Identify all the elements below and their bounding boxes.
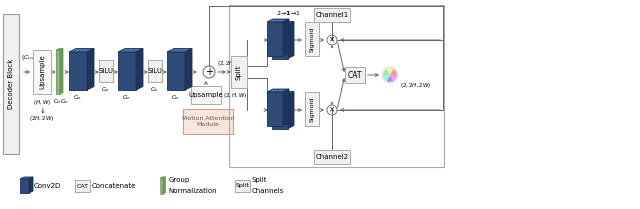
Text: $C_{in}$: $C_{in}$ (122, 93, 132, 102)
Polygon shape (118, 48, 143, 52)
Text: Motion Attention
Module: Motion Attention Module (182, 116, 234, 127)
Text: Sigmoid: Sigmoid (310, 96, 314, 122)
Text: $\downarrow$: $\downarrow$ (38, 106, 46, 115)
Text: Split: Split (236, 184, 250, 189)
Polygon shape (267, 89, 289, 92)
Polygon shape (283, 19, 289, 56)
Polygon shape (160, 178, 163, 194)
FancyBboxPatch shape (3, 14, 19, 154)
FancyBboxPatch shape (75, 180, 90, 192)
Text: $(2, H, W)$: $(2, H, W)$ (223, 90, 248, 99)
Polygon shape (60, 48, 63, 94)
Polygon shape (288, 22, 294, 59)
Polygon shape (283, 89, 289, 126)
Wedge shape (387, 75, 394, 82)
Polygon shape (29, 177, 33, 193)
Text: $C_{in}$: $C_{in}$ (150, 85, 159, 94)
Polygon shape (163, 177, 166, 194)
Polygon shape (118, 52, 136, 90)
FancyBboxPatch shape (33, 50, 51, 94)
Text: Channel1: Channel1 (316, 12, 349, 18)
Text: Conv2D: Conv2D (34, 183, 61, 189)
Text: Channels: Channels (252, 188, 284, 194)
FancyBboxPatch shape (235, 180, 250, 192)
Text: $2\!\rightarrow\!\mathbf{1}\!\rightarrow\!1$: $2\!\rightarrow\!\mathbf{1}\!\rightarrow… (276, 9, 300, 17)
Polygon shape (272, 24, 288, 59)
FancyBboxPatch shape (314, 8, 350, 22)
Polygon shape (267, 22, 283, 56)
Text: $C_{in}$: $C_{in}$ (172, 93, 180, 102)
Wedge shape (390, 75, 397, 81)
Polygon shape (272, 22, 294, 24)
Text: $C_{in}$: $C_{in}$ (74, 93, 83, 102)
Text: Normalization: Normalization (168, 188, 217, 194)
Text: Upsample: Upsample (39, 55, 45, 89)
Polygon shape (288, 92, 294, 129)
Text: Group: Group (168, 177, 189, 183)
Text: $(2H, 2W)$: $(2H, 2W)$ (29, 114, 54, 123)
Text: $\times$: $\times$ (328, 105, 335, 115)
FancyBboxPatch shape (305, 92, 319, 126)
Text: CAT: CAT (348, 70, 362, 79)
Text: $(2, 2H, 2W)$: $(2, 2H, 2W)$ (400, 81, 431, 90)
Wedge shape (383, 69, 390, 75)
Polygon shape (185, 48, 192, 90)
Text: Channel2: Channel2 (316, 154, 349, 160)
Polygon shape (87, 48, 94, 90)
Polygon shape (56, 50, 60, 94)
Polygon shape (167, 48, 192, 52)
Text: Split: Split (252, 177, 268, 183)
Polygon shape (160, 177, 166, 178)
Polygon shape (56, 48, 63, 50)
Text: Split: Split (236, 64, 242, 80)
Text: +: + (205, 67, 213, 77)
Wedge shape (390, 69, 397, 75)
Wedge shape (387, 68, 394, 75)
Polygon shape (272, 94, 288, 129)
Text: SiLU: SiLU (147, 68, 163, 74)
Polygon shape (267, 19, 289, 22)
FancyBboxPatch shape (183, 109, 233, 134)
FancyBboxPatch shape (148, 60, 162, 82)
Text: $2$: $2$ (191, 93, 196, 101)
Polygon shape (20, 179, 29, 193)
Text: $(2, 2H, 2W)$: $(2, 2H, 2W)$ (217, 59, 248, 68)
Text: $(H, W)$: $(H, W)$ (33, 98, 51, 107)
Text: CAT: CAT (77, 184, 88, 189)
Polygon shape (267, 92, 283, 126)
FancyBboxPatch shape (231, 56, 247, 88)
FancyBboxPatch shape (99, 60, 113, 82)
Polygon shape (20, 177, 33, 179)
Text: $(C_{in}, H, W)$: $(C_{in}, H, W)$ (21, 53, 53, 62)
FancyBboxPatch shape (345, 67, 365, 83)
Polygon shape (167, 52, 185, 90)
Text: Decoder Block: Decoder Block (8, 59, 14, 109)
FancyBboxPatch shape (314, 150, 350, 164)
Text: $C_{in}$: $C_{in}$ (102, 85, 111, 94)
Polygon shape (69, 48, 94, 52)
Text: SiLU: SiLU (99, 68, 113, 74)
Polygon shape (272, 92, 294, 94)
Text: Concatenate: Concatenate (92, 183, 136, 189)
Polygon shape (136, 48, 143, 90)
Text: $\times$: $\times$ (328, 35, 335, 45)
Text: Upsample: Upsample (189, 92, 223, 98)
Text: $C_{in}$: $C_{in}$ (60, 97, 70, 106)
Text: $C_{in}$: $C_{in}$ (54, 97, 63, 106)
Wedge shape (383, 75, 390, 81)
FancyBboxPatch shape (305, 22, 319, 56)
Polygon shape (69, 52, 87, 90)
FancyBboxPatch shape (191, 86, 221, 104)
Text: Sigmoid: Sigmoid (310, 26, 314, 52)
